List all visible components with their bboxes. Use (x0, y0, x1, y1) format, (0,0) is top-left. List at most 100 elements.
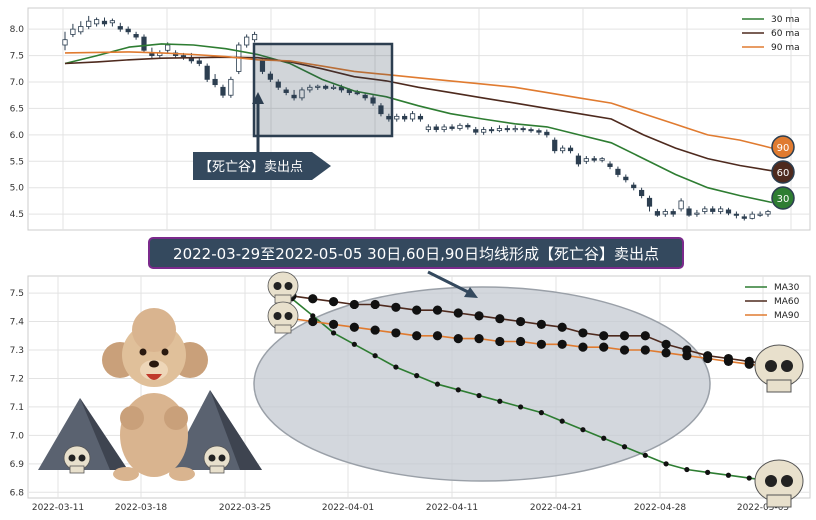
bottom-y-tick-label: 7.3 (10, 346, 24, 356)
bottom-point-MA30 (684, 466, 690, 473)
candle (599, 157, 605, 163)
bottom-point-MA30 (642, 452, 648, 458)
top-y-tick-labels: 8.0 7.5 7.0 6.5 6.0 5.5 5.0 4.5 (10, 25, 25, 220)
candle (70, 23, 76, 38)
candle (299, 87, 305, 101)
bottom-point-MA90 (619, 345, 630, 355)
mountain-right-shade (210, 390, 262, 470)
bottom-point-MA30 (372, 353, 378, 359)
bottom-point-MA90 (536, 339, 546, 349)
candle (733, 211, 740, 219)
candle (330, 84, 337, 90)
top-y-tick-label: 5.0 (10, 184, 25, 194)
candle (702, 206, 708, 215)
poodle-dog-icon (102, 308, 208, 481)
ma90-badge-label: 90 (777, 143, 790, 154)
top-line-60-ma (64, 56, 773, 172)
bottom-point-MA60 (432, 305, 443, 315)
candle (631, 182, 637, 191)
bottom-point-MA90 (661, 348, 671, 358)
candle (259, 58, 266, 75)
bottom-point-MA90 (682, 351, 692, 361)
legend-label-ma60: MA60 (774, 297, 800, 307)
bottom-series-MA60 (287, 291, 775, 369)
candle (417, 113, 424, 122)
legend-label-60ma: 60 ma (771, 29, 800, 39)
candle (757, 211, 763, 217)
bottom-y-tick-label: 7.5 (10, 289, 24, 299)
candle (402, 113, 408, 122)
candle (220, 84, 226, 98)
candle (409, 111, 416, 122)
ma-badges: 90 60 30 (771, 135, 795, 210)
skull-icon-end-lower (754, 459, 804, 508)
bottom-point-MA30 (434, 381, 441, 387)
candle (315, 84, 321, 90)
candle (78, 21, 84, 35)
bottom-chart: 7.57.47.37.27.17.06.96.8 2022-03-11 2022-… (10, 270, 811, 513)
candle (212, 74, 218, 88)
bottom-x-tick-label: 2022-04-11 (426, 503, 478, 513)
candle (536, 128, 542, 135)
bottom-point-MA90 (328, 319, 339, 329)
bottom-point-MA60 (412, 305, 422, 315)
bottom-point-MA60 (619, 331, 630, 341)
candle (488, 126, 495, 134)
zoom-pointer-arrow-head (464, 287, 478, 298)
bottom-moving-average-lines (287, 291, 775, 484)
top-line-90-ma (64, 51, 773, 149)
bottom-point-MA60 (453, 308, 463, 318)
skull-icon-start-bottom (267, 301, 299, 334)
candle (228, 76, 234, 98)
ma90-badge (771, 135, 795, 159)
top-y-tick-label: 7.0 (10, 78, 25, 88)
candle (725, 207, 732, 216)
candle (323, 84, 329, 90)
bottom-point-MA90 (599, 342, 609, 352)
candle (662, 208, 668, 217)
candle (765, 209, 771, 217)
candle (86, 15, 92, 30)
candle (552, 137, 558, 154)
top-line-30-ma (64, 43, 773, 204)
candle (394, 113, 400, 122)
candle (670, 208, 676, 217)
candle (749, 211, 755, 220)
top-y-tick-label: 7.5 (10, 52, 24, 62)
candle (583, 156, 589, 164)
candle (504, 125, 510, 133)
skull-icon-ground-left (63, 445, 91, 474)
bottom-point-MA60 (578, 328, 588, 338)
candle (307, 84, 313, 93)
candle (654, 208, 661, 217)
death-valley-highlight-box (252, 42, 394, 138)
bottom-y-tick-labels: 7.5 7.4 7.3 7.2 7.1 7.0 6.9 6.8 (10, 289, 25, 498)
bottom-point-MA30 (559, 418, 565, 424)
candle (425, 124, 431, 133)
top-legend: 30 ma 60 ma 90 ma (742, 15, 800, 53)
legend-label-ma90: MA90 (774, 311, 800, 321)
bottom-point-MA30 (746, 475, 752, 481)
bottom-point-MA30 (518, 404, 524, 410)
bottom-point-MA90 (723, 356, 734, 366)
bottom-point-MA60 (640, 331, 650, 341)
ma60-badge-label: 60 (777, 168, 790, 179)
top-y-tick-label: 4.5 (10, 210, 24, 220)
bottom-point-MA60 (516, 316, 526, 327)
bottom-y-tick-label: 7.2 (10, 374, 24, 384)
summary-banner-text: 2022-03-29至2022-05-05 30日,60日,90日均线形成【死亡… (173, 245, 659, 263)
bottom-x-tick-label: 2022-04-01 (322, 503, 374, 513)
candle (449, 124, 455, 131)
bottom-point-MA30 (393, 364, 399, 370)
bottom-point-MA90 (578, 342, 588, 352)
top-y-tick-label: 6.5 (10, 104, 24, 114)
ma60-badge (771, 160, 795, 184)
candle (291, 89, 297, 101)
top-y-tick-label: 5.5 (10, 157, 24, 167)
candlestick-series (62, 15, 771, 221)
candle (686, 206, 692, 217)
bottom-point-MA90 (308, 316, 318, 327)
candle (591, 156, 597, 163)
bottom-point-MA60 (391, 302, 401, 312)
bottom-y-tick-label: 6.8 (10, 488, 25, 498)
